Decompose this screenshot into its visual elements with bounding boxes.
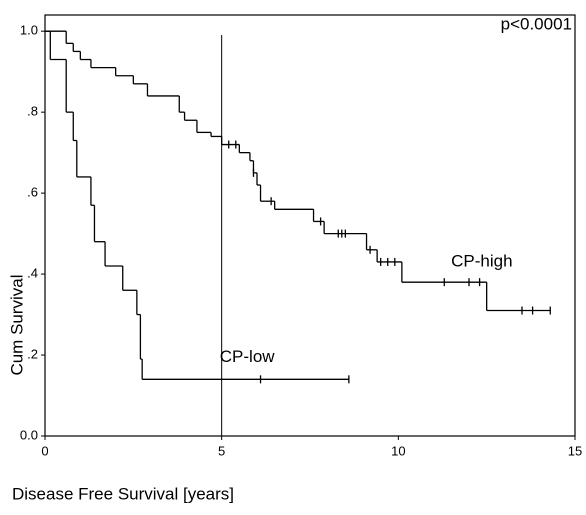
p-value: p<0.0001 [501, 14, 572, 33]
x-tick-label: 0 [41, 443, 48, 458]
y-tick-label: .6 [27, 185, 38, 200]
y-axis-label: Cum Survival [7, 274, 26, 375]
series-label: CP-low [220, 347, 276, 366]
y-tick-label: 1.0 [20, 23, 38, 38]
x-tick-label: 15 [568, 443, 582, 458]
y-tick-label: .4 [27, 266, 38, 281]
x-tick-label: 5 [218, 443, 225, 458]
y-tick-label: .8 [27, 104, 38, 119]
y-tick-label: .2 [27, 346, 38, 361]
x-axis-label: Disease Free Survival [years] [12, 484, 234, 503]
plot-frame [44, 14, 576, 437]
y-tick-label: 0.0 [20, 427, 38, 442]
x-tick-label: 10 [391, 443, 405, 458]
series-label: CP-high [451, 252, 512, 271]
